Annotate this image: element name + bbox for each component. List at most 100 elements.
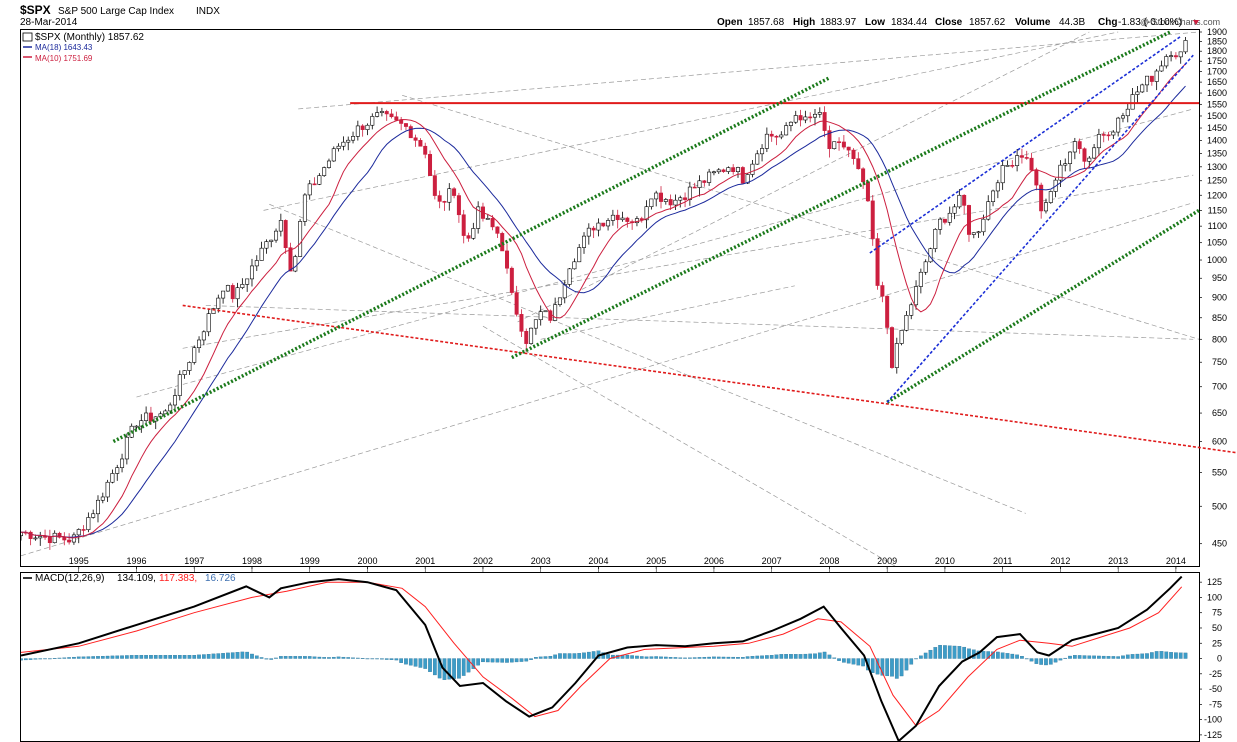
- histogram-bar: [668, 657, 673, 659]
- candle-body: [1183, 40, 1188, 53]
- candle-body: [447, 188, 452, 203]
- candle-body: [172, 395, 177, 406]
- histogram-bar: [591, 651, 596, 659]
- ma10-line: [21, 63, 1186, 539]
- down-arrow-icon: [1193, 20, 1199, 25]
- candle-body: [91, 513, 96, 518]
- candle-body: [1082, 148, 1087, 162]
- candle-body: [370, 116, 375, 126]
- histogram-bar: [105, 655, 110, 659]
- candle-body: [307, 183, 312, 196]
- histogram-bar: [702, 657, 707, 659]
- candle-body: [909, 304, 914, 316]
- histogram-bar: [81, 656, 86, 659]
- candle-body: [841, 141, 846, 148]
- histogram-bar: [322, 657, 327, 659]
- candle-body: [1072, 141, 1077, 153]
- candle-body: [120, 458, 125, 468]
- candle-body: [529, 327, 534, 344]
- histogram-bar: [899, 658, 904, 677]
- chg-label: Chg: [1098, 17, 1117, 28]
- candle-body: [495, 226, 500, 234]
- histogram-bar: [1097, 655, 1101, 659]
- histogram-bar: [553, 654, 557, 659]
- candle-body: [731, 167, 736, 172]
- histogram-bar: [817, 652, 822, 659]
- histogram-bar: [957, 646, 962, 659]
- candle-body: [225, 285, 230, 292]
- candle-body: [740, 167, 745, 184]
- histogram-bar: [245, 651, 250, 659]
- histogram-bar: [832, 657, 837, 659]
- histogram-bar: [659, 656, 663, 659]
- y-tick-label: 550: [1212, 467, 1227, 477]
- candle-body: [543, 310, 548, 313]
- candle-body: [716, 169, 721, 173]
- histogram-bar: [1140, 653, 1145, 659]
- candle-body: [326, 160, 331, 168]
- candle-body: [755, 153, 760, 165]
- candle-body: [923, 261, 928, 273]
- y-tick-label: 1650: [1207, 77, 1227, 87]
- candle-body: [957, 194, 962, 208]
- candle-body: [278, 220, 283, 232]
- x-tick-label: 1998: [242, 556, 262, 566]
- macd-y-tick-label: 25: [1212, 638, 1222, 648]
- candle-body: [211, 308, 216, 314]
- y-tick-label: 1750: [1207, 56, 1227, 66]
- candle-body: [938, 218, 943, 230]
- candle-body: [1019, 155, 1024, 158]
- gray-trendline: [517, 31, 1090, 323]
- candle-body: [933, 229, 938, 249]
- candle-body: [1159, 65, 1164, 72]
- candle-body: [418, 140, 423, 147]
- macd-lines: [21, 575, 1183, 741]
- candle-body: [817, 112, 822, 115]
- candle-body: [1130, 94, 1135, 110]
- candle-body: [1005, 165, 1010, 167]
- macd-legend-value: 134.109,: [117, 573, 156, 584]
- close-label: Close: [935, 17, 963, 28]
- candle-body: [582, 235, 587, 248]
- y-tick-label: 1550: [1207, 99, 1227, 109]
- candle-body: [148, 412, 153, 422]
- x-tick-label: 2010: [935, 556, 955, 566]
- macd-y-tick-label: -100: [1204, 715, 1222, 725]
- histogram-bar: [21, 658, 23, 661]
- histogram-bar: [567, 653, 572, 659]
- candle-body: [466, 235, 471, 239]
- candle-body: [668, 199, 673, 206]
- candle-body: [76, 529, 81, 536]
- y-tick-label: 1850: [1207, 36, 1227, 46]
- histogram-bar: [870, 658, 875, 673]
- y-tick-label: 600: [1212, 436, 1227, 446]
- candle-body: [885, 295, 890, 328]
- candle-body: [1015, 155, 1020, 166]
- x-tick-label: 1997: [184, 556, 204, 566]
- histogram-bar: [644, 656, 649, 659]
- macd-legend: MACD(12,26,9) 134.109, 117.383, 16.726: [23, 573, 236, 584]
- histogram-bar: [760, 655, 764, 659]
- histogram-bar: [505, 658, 509, 663]
- gray-trendline: [540, 285, 795, 340]
- candle-body: [1068, 151, 1073, 164]
- candle-body: [889, 327, 894, 368]
- candle-body: [33, 537, 38, 540]
- candle-body: [625, 217, 630, 222]
- histogram-bar: [365, 658, 370, 660]
- candle-body: [355, 125, 360, 137]
- histogram-bar: [355, 657, 360, 659]
- histogram-bar: [216, 653, 221, 659]
- histogram-bar: [514, 658, 519, 663]
- candle-body: [827, 130, 832, 150]
- histogram-bar: [534, 657, 538, 659]
- candle-body: [702, 180, 707, 183]
- histogram-bar: [139, 655, 144, 659]
- histogram-bar: [943, 645, 947, 659]
- candle-body: [683, 197, 688, 200]
- histogram-bar: [1048, 658, 1053, 665]
- histogram-bar: [1000, 652, 1005, 659]
- candle-body: [62, 536, 67, 541]
- hist-legend-value: 16.726: [205, 573, 236, 584]
- histogram-bar: [192, 655, 197, 659]
